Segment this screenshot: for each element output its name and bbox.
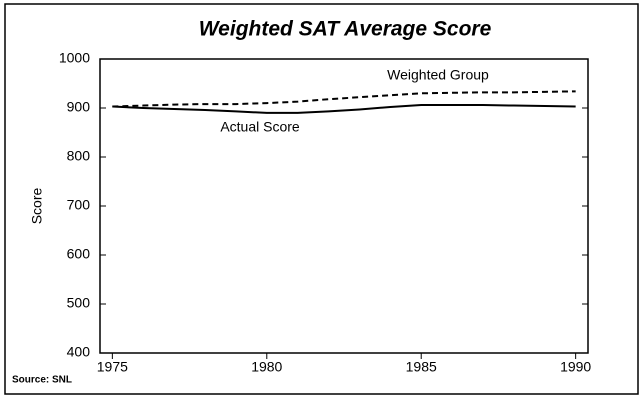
source: Source: SNL [12,375,72,386]
y-tick-label: 600 [67,246,91,262]
series-label: Weighted Group [387,67,489,83]
chart-title: Weighted SAT Average Score [199,18,492,41]
x-tick-label: 1985 [406,359,437,375]
x-tick-label: 1990 [560,359,591,375]
x-tick-label: 1975 [97,359,128,375]
series-label: Actual Score [220,119,300,135]
plot-frame [99,58,589,354]
y-tick-label: 400 [67,344,91,360]
y-tick-label: 700 [67,197,91,213]
y-tick-label: 800 [67,148,91,164]
frame [4,3,639,395]
x-tick-label: 1980 [251,359,282,375]
y-tick-label: 1000 [59,50,90,66]
y-tick-label: 500 [67,295,91,311]
series-line [112,104,576,114]
y-tick-label: 900 [67,99,91,115]
series-line [112,90,576,108]
y-axis-label: Score [29,188,45,225]
